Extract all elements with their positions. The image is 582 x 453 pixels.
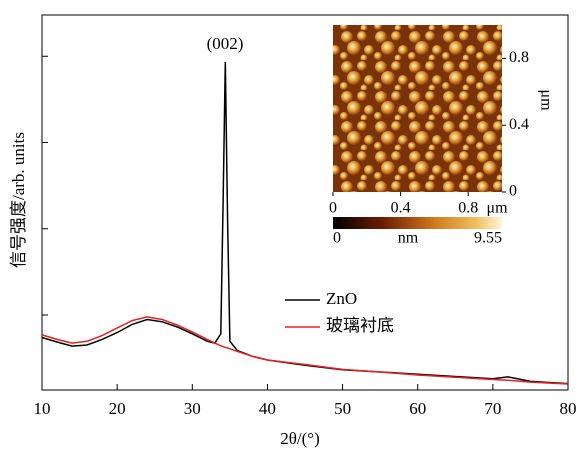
afm-image (333, 25, 502, 192)
inset-y-unit: μm (537, 89, 554, 111)
y-axis-label: 信号强度/arb. units (9, 132, 28, 268)
inset-x-tick-label: 0.4 (391, 200, 411, 217)
inset-x-tick-label: 0.8 (458, 200, 478, 217)
colorbar-label: nm (398, 230, 419, 247)
colorbar-max: 9.55 (474, 230, 502, 247)
inset-y-tick-label: 0.8 (509, 49, 529, 66)
x-tick-label: 50 (334, 399, 351, 418)
colorbar (333, 217, 502, 229)
chart: (002) 2θ/(°) 信号强度/arb. units 0 nm 9.55 μ… (0, 0, 582, 453)
x-tick-label: 10 (34, 399, 51, 418)
x-tick-label: 80 (560, 399, 577, 418)
colorbar-min: 0 (333, 230, 341, 247)
legend-label: ZnO (326, 289, 357, 308)
inset-y-tick-label: 0 (509, 183, 517, 200)
inset-x-tick-label: 0 (329, 200, 337, 217)
x-tick-label: 60 (409, 399, 426, 418)
inset-x-unit: μm (486, 200, 508, 217)
x-tick-label: 70 (484, 399, 501, 418)
peak-annotation: (002) (207, 34, 244, 53)
legend-label: 玻璃衬底 (326, 316, 394, 335)
inset-y-tick-label: 0.4 (509, 116, 529, 133)
x-tick-label: 20 (109, 399, 126, 418)
x-tick-label: 40 (259, 399, 276, 418)
x-tick-label: 30 (184, 399, 201, 418)
x-axis-label: 2θ/(°) (280, 429, 320, 448)
